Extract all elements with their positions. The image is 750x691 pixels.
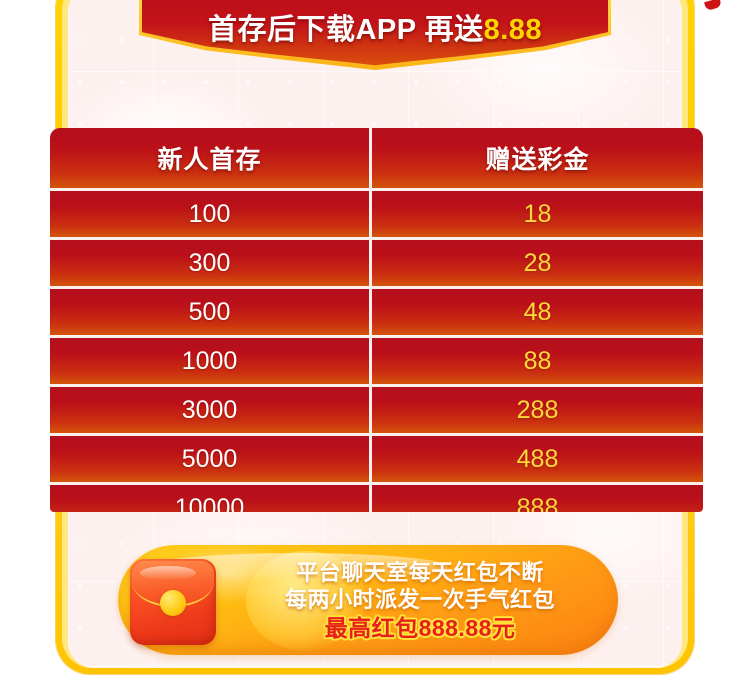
hongbao-banner: 平台聊天室每天红包不断 每两小时派发一次手气红包 最高红包888.88元 (118, 545, 618, 655)
bonus-value: 48 (523, 297, 552, 326)
bonus-value: 288 (516, 395, 559, 424)
table-cell-bonus: 888 (372, 485, 703, 512)
title-ribbon: 首存后下载APP 再送8.88 (139, 0, 611, 70)
table-row: 5000 488 (50, 436, 703, 485)
envelope-seal (160, 590, 186, 616)
bonus-value: 88 (523, 346, 552, 375)
table-row: 500 48 (50, 289, 703, 338)
prize-table: 新人首存 赠送彩金 100 18 300 28 500 (50, 128, 703, 512)
deposit-value: 1000 (181, 346, 238, 375)
bonus-value: 28 (523, 248, 552, 277)
table-cell-bonus: 488 (372, 436, 703, 482)
table-cell-bonus: 48 (372, 289, 703, 335)
table-cell-deposit: 10000 (50, 485, 372, 512)
banner-line-2: 每两小时派发一次手气红包 (284, 587, 555, 612)
deposit-value: 5000 (181, 444, 238, 473)
table-cell-bonus: 88 (372, 338, 703, 384)
table-header-row: 新人首存 赠送彩金 (50, 128, 703, 191)
table-header-label-deposit: 新人首存 (157, 146, 262, 174)
banner-line-3: 最高红包888.88元 (324, 615, 516, 641)
table-row: 10000 888 (50, 485, 703, 512)
table-row: 1000 88 (50, 338, 703, 387)
banner-line-1: 平台聊天室每天红包不断 (296, 560, 544, 585)
table-cell-bonus: 18 (372, 191, 703, 237)
bonus-value: 488 (516, 444, 559, 473)
table-cell-deposit: 500 (50, 289, 372, 335)
table-cell-bonus: 288 (372, 387, 703, 433)
table-header-cell-deposit: 新人首存 (50, 128, 372, 188)
table-header-label-bonus: 赠送彩金 (485, 146, 590, 174)
deposit-value: 3000 (181, 395, 238, 424)
deposit-value: 500 (188, 297, 231, 326)
red-envelope-icon (130, 559, 216, 645)
table-cell-deposit: 100 (50, 191, 372, 237)
deposit-value: 10000 (174, 493, 245, 513)
bonus-value: 18 (523, 199, 552, 228)
ribbon-title-text: 首存后下载APP 再送 (207, 14, 484, 46)
envelope-highlight (140, 566, 196, 580)
ribbon-title-amount: 8.88 (483, 14, 543, 46)
table-row: 100 18 (50, 191, 703, 240)
deposit-value: 100 (188, 199, 231, 228)
table-header-cell-bonus: 赠送彩金 (372, 128, 703, 188)
ribbon-title: 首存后下载APP 再送8.88 (139, 6, 611, 48)
top-right-red-nub (704, 0, 722, 12)
banner-text-block: 平台聊天室每天红包不断 每两小时派发一次手气红包 最高红包888.88元 (228, 559, 612, 644)
deposit-value: 300 (188, 248, 231, 277)
table-row: 3000 288 (50, 387, 703, 436)
table-row: 300 28 (50, 240, 703, 289)
bonus-value: 888 (516, 493, 559, 513)
table-cell-deposit: 3000 (50, 387, 372, 433)
table-cell-deposit: 1000 (50, 338, 372, 384)
table-cell-deposit: 5000 (50, 436, 372, 482)
table-cell-bonus: 28 (372, 240, 703, 286)
table-cell-deposit: 300 (50, 240, 372, 286)
